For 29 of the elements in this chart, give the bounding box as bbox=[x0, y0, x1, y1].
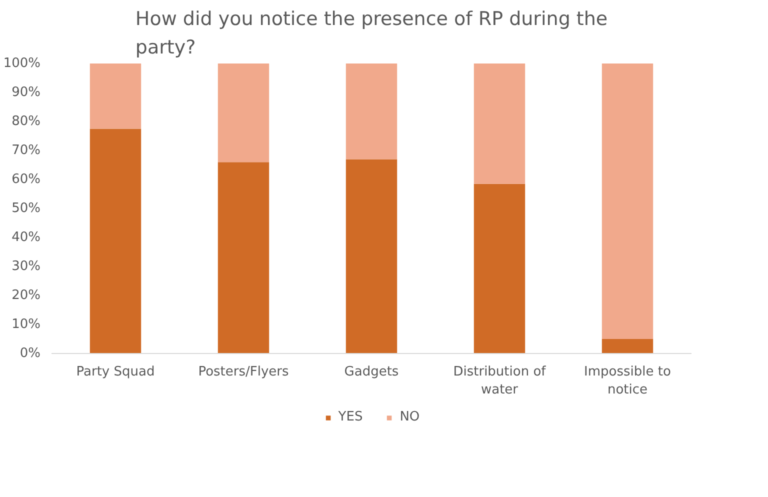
x-tick-label: Distribution of water bbox=[453, 364, 546, 398]
y-tick-label: 20% bbox=[12, 288, 41, 303]
y-tick-label: 100% bbox=[3, 56, 41, 71]
legend-label: NO bbox=[400, 410, 420, 424]
y-tick-label: 0% bbox=[20, 346, 40, 361]
bar bbox=[90, 128, 142, 354]
bar bbox=[346, 64, 398, 160]
bar bbox=[602, 339, 654, 354]
y-tick-label: 30% bbox=[12, 259, 41, 274]
x-tick-label: Party Squad bbox=[76, 364, 155, 380]
bar bbox=[474, 184, 526, 354]
bar bbox=[474, 64, 526, 184]
x-tick-label: Gadgets bbox=[344, 364, 399, 380]
x-tick-label: Posters/Flyers bbox=[198, 364, 290, 380]
x-tick-label: Impossible to notice bbox=[584, 364, 671, 398]
y-tick-label: 50% bbox=[12, 201, 41, 216]
y-tick-label: 70% bbox=[12, 143, 41, 158]
bar bbox=[218, 64, 270, 162]
bar bbox=[218, 162, 270, 354]
chart-title: How did you notice the presence of RP during the party? bbox=[135, 8, 608, 58]
legend-label: YES bbox=[338, 410, 363, 424]
bar bbox=[602, 64, 654, 339]
bar bbox=[90, 64, 142, 129]
y-tick-label: 10% bbox=[12, 317, 41, 332]
y-tick-label: 40% bbox=[12, 230, 41, 245]
y-tick-label: 80% bbox=[12, 114, 41, 129]
y-tick-label: 90% bbox=[12, 85, 41, 100]
y-tick-label: 60% bbox=[12, 172, 41, 187]
bar bbox=[346, 159, 398, 354]
